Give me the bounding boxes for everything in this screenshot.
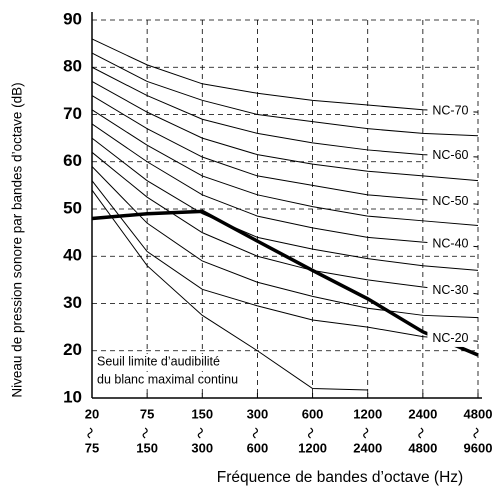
y-tick-label: 30 <box>63 293 82 312</box>
y-axis-title: Niveau de pression sonore par bandes d’o… <box>10 82 25 397</box>
label-bg <box>427 193 474 210</box>
range-symbol <box>418 427 424 439</box>
y-tick-label: 20 <box>63 340 82 359</box>
y-tick-label: 10 <box>63 387 82 406</box>
annotation: Seuil limite d’audibilité <box>97 354 220 368</box>
x-tick-label: 1200 <box>353 406 382 421</box>
x-tick-label: 4800 <box>408 440 437 455</box>
series-label: NC-50 <box>432 194 468 208</box>
x-tick-label: 600 <box>247 440 269 455</box>
x-tick-label: 1200 <box>298 440 327 455</box>
range-symbol <box>142 427 148 439</box>
x-tick-label: 150 <box>136 440 158 455</box>
x-tick-label: 75 <box>140 406 154 421</box>
label-bg <box>427 236 474 253</box>
label-bg <box>427 102 474 119</box>
series-line <box>91 80 479 182</box>
x-axis-title: Fréquence de bandes d’octave (Hz) <box>217 469 463 486</box>
x-tick-label: 150 <box>191 406 213 421</box>
series-label: NC-30 <box>432 283 468 297</box>
series-line <box>91 38 479 113</box>
y-tick-label: 80 <box>63 57 82 76</box>
y-tick-label: 50 <box>63 198 82 217</box>
y-tick-label: 40 <box>63 246 82 265</box>
label-bg <box>427 147 474 164</box>
series-line <box>91 166 479 319</box>
y-tick-label: 60 <box>63 151 82 170</box>
series-line <box>91 52 479 137</box>
x-tick-label: 300 <box>191 440 213 455</box>
series-line <box>91 123 479 248</box>
range-symbol <box>473 427 479 439</box>
series-label: NC-40 <box>432 237 468 251</box>
label-bg <box>96 372 254 388</box>
x-tick-label: 300 <box>247 406 269 421</box>
range-symbol <box>307 427 314 439</box>
series-line <box>91 189 368 391</box>
annotation: du blanc maximal continu <box>97 372 238 386</box>
label-bg <box>96 354 254 370</box>
range-symbol <box>87 427 93 439</box>
series-label: NC-20 <box>432 331 468 345</box>
y-tick-label: 90 <box>63 9 82 28</box>
x-tick-label: 2400 <box>408 406 437 421</box>
x-tick-label: 9600 <box>464 440 493 455</box>
range-symbol <box>252 427 259 439</box>
x-tick-label: 4800 <box>464 406 493 421</box>
label-bg <box>427 282 474 299</box>
series-line <box>91 66 479 158</box>
label-bg <box>427 330 474 347</box>
series-line <box>91 109 479 227</box>
range-symbol <box>197 427 203 439</box>
series-line <box>91 151 479 295</box>
x-tick-label: 20 <box>85 406 99 421</box>
series-line <box>91 180 479 342</box>
series-label: NC-60 <box>432 148 468 162</box>
x-tick-label: 2400 <box>353 440 382 455</box>
range-symbol <box>363 427 369 439</box>
x-tick-label: 600 <box>302 406 324 421</box>
series-line <box>91 95 479 205</box>
series-line <box>91 209 479 357</box>
series-line <box>91 137 479 271</box>
x-tick-label: 75 <box>85 440 99 455</box>
y-tick-label: 70 <box>63 104 82 123</box>
series-label: NC-70 <box>432 103 468 117</box>
